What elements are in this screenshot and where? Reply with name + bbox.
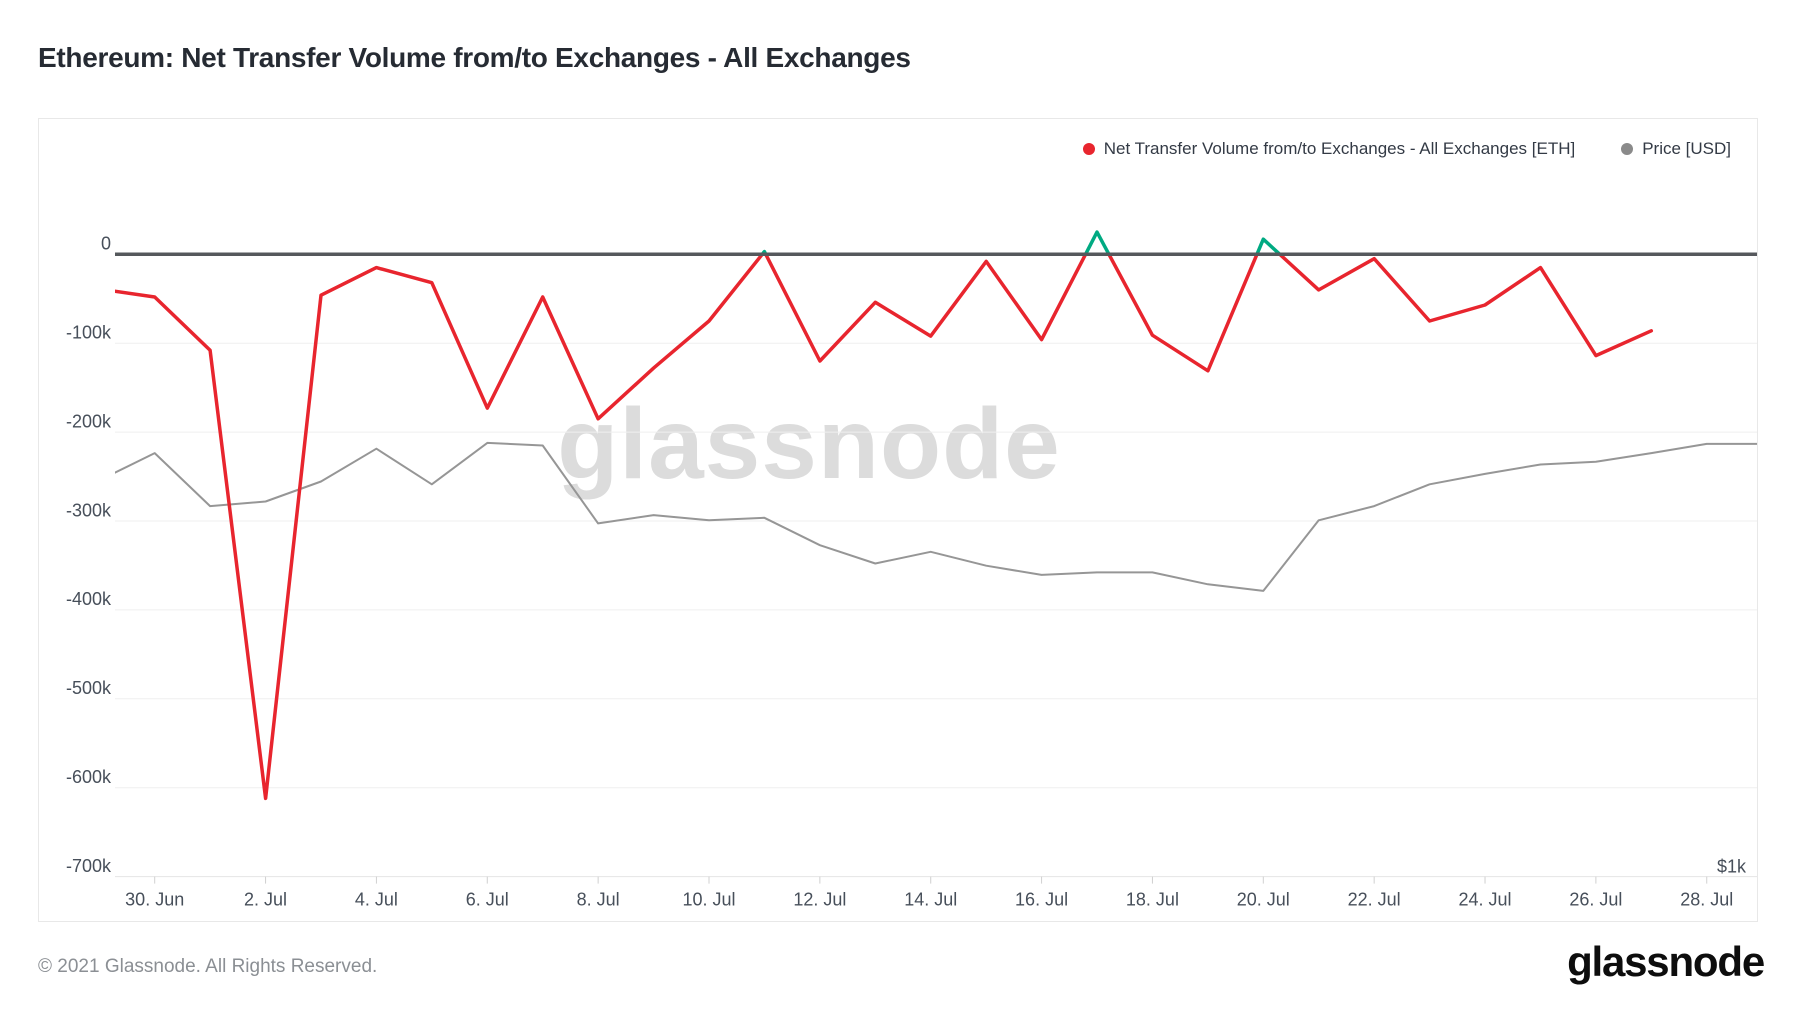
price-line (115, 441, 1757, 592)
y-axis-right-label: $1k (1717, 856, 1747, 876)
series-color-dot-icon (1082, 143, 1095, 155)
net-transfer-volume-line (115, 254, 1654, 801)
x-axis-label: 4. Jul (355, 889, 398, 909)
legend-item-price[interactable]: Price [USD] (1621, 139, 1731, 159)
x-axis-label: 18. Jul (1126, 889, 1179, 909)
page-title: Ethereum: Net Transfer Volume from/to Ex… (38, 42, 911, 73)
x-axis-label: 26. Jul (1569, 889, 1622, 909)
chart-card: glassnode 0 -100k -200k -300k -400k -500k -600… (38, 118, 1758, 922)
y-axis-label: 0 (101, 234, 111, 254)
x-axis-label: 12. Jul (793, 889, 846, 909)
x-axis-label: 22. Jul (1348, 889, 1401, 909)
x-axis-label: 14. Jul (904, 889, 957, 909)
legend-item-net-transfer-volume[interactable]: Net Transfer Volume from/to Exchanges - … (1082, 139, 1576, 159)
x-axis-label: 28. Jul (1680, 889, 1733, 909)
x-axis-label: 8. Jul (577, 889, 620, 909)
x-axis-label: 10. Jul (682, 889, 735, 909)
x-axis-label: 16. Jul (1015, 889, 1068, 909)
y-axis-label: -600k (66, 767, 112, 787)
chart-svg[interactable]: 0 -100k -200k -300k -400k -500k -600k -700k 30. … (39, 119, 1757, 921)
x-axis-label: 6. Jul (466, 889, 509, 909)
y-axis-label: -100k (66, 323, 112, 343)
y-axis-label: -300k (66, 500, 112, 520)
x-axis-label: 20. Jul (1237, 889, 1290, 909)
footer-copyright: © 2021 Glassnode. All Rights Reserved. (38, 956, 378, 977)
legend-label: Net Transfer Volume from/to Exchanges - … (1103, 139, 1576, 158)
x-axis-label: 30. Jun (125, 889, 184, 909)
x-axis-label: 24. Jul (1458, 889, 1511, 909)
legend-label: Price [USD] (1642, 139, 1731, 158)
net-transfer-volume-line-positive (760, 230, 1283, 255)
y-axis-label: -500k (66, 678, 112, 698)
series-color-dot-icon (1621, 143, 1634, 155)
chart-legend: Net Transfer Volume from/to Exchanges - … (1082, 139, 1731, 159)
glassnode-logo: glassnode (1567, 938, 1765, 985)
y-axis-label: -200k (66, 411, 112, 431)
x-axis-label: 2. Jul (244, 889, 287, 909)
y-axis-label: -400k (66, 589, 112, 609)
y-axis-label: -700k (66, 856, 112, 876)
